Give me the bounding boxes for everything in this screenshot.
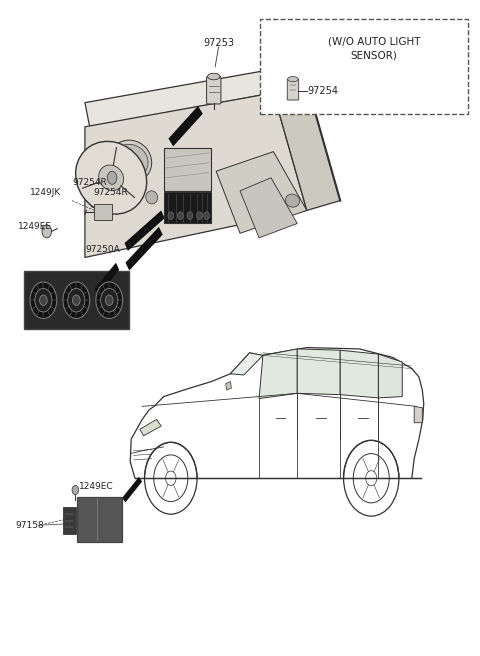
Text: 97254: 97254 — [308, 86, 339, 96]
Ellipse shape — [99, 165, 123, 190]
Polygon shape — [378, 354, 402, 398]
Text: SENSOR): SENSOR) — [351, 51, 397, 60]
Text: 1249EC: 1249EC — [79, 482, 114, 491]
Ellipse shape — [285, 194, 300, 207]
Polygon shape — [168, 106, 203, 146]
Circle shape — [96, 282, 122, 319]
FancyBboxPatch shape — [24, 271, 129, 329]
Polygon shape — [85, 93, 307, 257]
Circle shape — [42, 225, 51, 238]
Text: 97250A: 97250A — [85, 245, 120, 254]
FancyBboxPatch shape — [206, 77, 221, 104]
FancyBboxPatch shape — [94, 204, 112, 220]
Polygon shape — [230, 353, 263, 375]
Ellipse shape — [146, 191, 157, 204]
Circle shape — [168, 212, 174, 220]
Circle shape — [106, 295, 113, 306]
Circle shape — [178, 212, 183, 220]
Text: 97254R: 97254R — [72, 178, 107, 188]
FancyBboxPatch shape — [164, 192, 211, 224]
Ellipse shape — [207, 73, 220, 80]
Text: (W/O AUTO LIGHT: (W/O AUTO LIGHT — [328, 36, 420, 46]
Circle shape — [39, 295, 47, 306]
FancyBboxPatch shape — [77, 497, 121, 542]
Ellipse shape — [288, 77, 298, 82]
Ellipse shape — [112, 144, 148, 178]
Polygon shape — [274, 83, 340, 211]
Circle shape — [187, 212, 193, 220]
FancyBboxPatch shape — [287, 79, 299, 100]
Polygon shape — [85, 70, 274, 127]
Circle shape — [204, 212, 209, 220]
Polygon shape — [340, 350, 378, 398]
Polygon shape — [122, 477, 142, 502]
Polygon shape — [259, 349, 297, 399]
Text: 97253: 97253 — [203, 37, 234, 47]
FancyBboxPatch shape — [164, 148, 211, 191]
Circle shape — [35, 289, 52, 312]
Polygon shape — [240, 178, 297, 238]
Text: 97254R: 97254R — [94, 188, 128, 197]
Text: 1249EE: 1249EE — [18, 222, 52, 231]
Circle shape — [72, 485, 79, 495]
Circle shape — [101, 289, 118, 312]
Ellipse shape — [109, 140, 152, 183]
Circle shape — [63, 282, 90, 319]
Circle shape — [30, 282, 57, 319]
Polygon shape — [414, 406, 422, 422]
Polygon shape — [85, 148, 123, 207]
Ellipse shape — [76, 142, 147, 214]
Text: 97158: 97158 — [16, 521, 45, 530]
Polygon shape — [226, 382, 231, 390]
Text: 1249JK: 1249JK — [30, 188, 61, 197]
Polygon shape — [297, 349, 340, 395]
Polygon shape — [140, 419, 161, 436]
Circle shape — [72, 295, 80, 306]
Circle shape — [68, 289, 85, 312]
Circle shape — [108, 171, 117, 184]
FancyBboxPatch shape — [260, 19, 468, 114]
Polygon shape — [124, 211, 165, 251]
FancyBboxPatch shape — [63, 507, 76, 535]
Circle shape — [197, 212, 202, 220]
Polygon shape — [216, 152, 307, 234]
Polygon shape — [95, 262, 119, 296]
Polygon shape — [125, 227, 163, 270]
